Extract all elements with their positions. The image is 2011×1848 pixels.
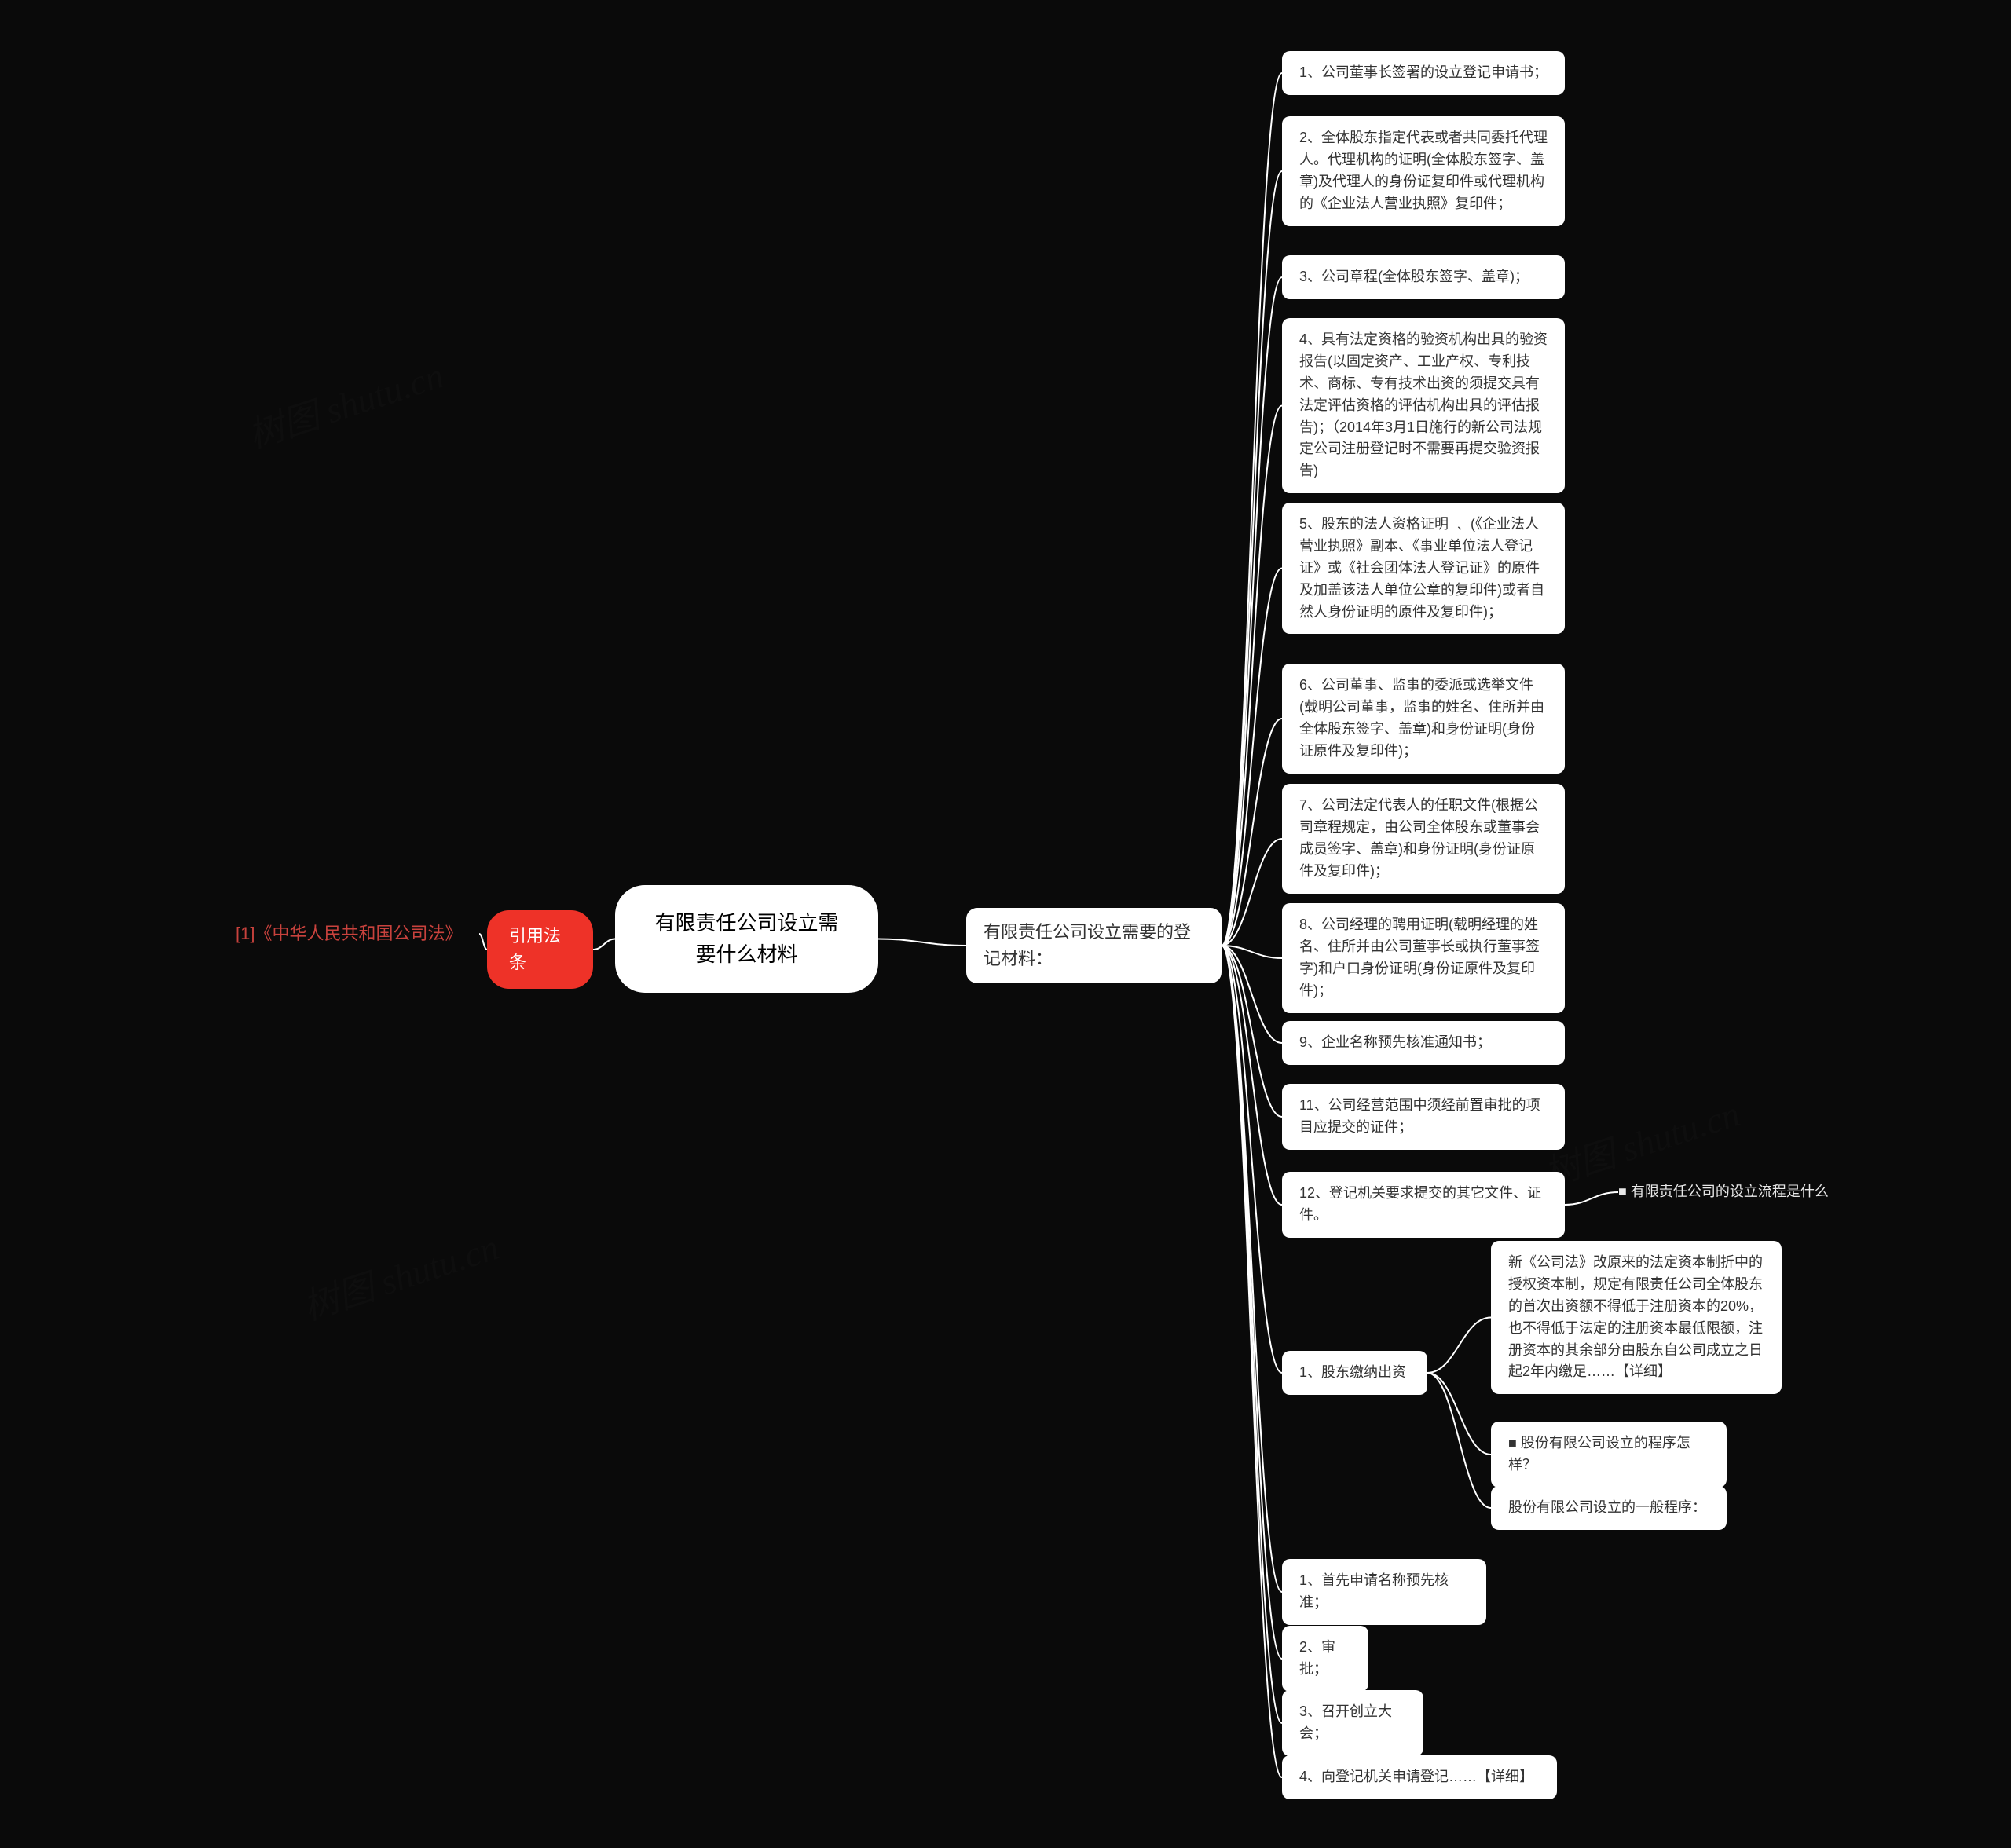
edge: [1222, 946, 1282, 1373]
edge: [1222, 171, 1282, 946]
node-item-12: 12、登记机关要求提交的其它文件、证件。: [1282, 1172, 1565, 1238]
node-joint-stock-procedure-q[interactable]: ■ 股份有限公司设立的程序怎样？: [1491, 1422, 1727, 1488]
edge: [1222, 719, 1282, 946]
mindmap-root: 有限责任公司设立需要什么材料: [615, 885, 878, 993]
node-step-4[interactable]: 4、向登记机关申请登记……【详细】: [1282, 1755, 1557, 1799]
watermark: 树图 shutu.cn: [240, 347, 449, 459]
node-step-1: 1、首先申请名称预先核准；: [1282, 1559, 1486, 1625]
edge: [1427, 1373, 1491, 1508]
node-law-citation: [1]《中华人民共和国公司法》: [236, 920, 479, 947]
node-item-7: 7、公司法定代表人的任职文件(根据公司章程规定，由公司全体股东或董事会成员签字、…: [1282, 784, 1565, 894]
node-item-2: 2、全体股东指定代表或者共同委托代理人。代理机构的证明(全体股东签字、盖章)及代…: [1282, 116, 1565, 226]
edge: [1222, 946, 1282, 958]
watermark: 树图 shutu.cn: [1537, 1085, 1745, 1198]
edge: [1222, 946, 1282, 1117]
edge: [1222, 73, 1282, 946]
edge: [593, 939, 615, 950]
edge: [1222, 946, 1282, 1205]
node-registration-materials: 有限责任公司设立需要的登记材料：: [966, 908, 1222, 983]
edge: [1427, 1373, 1491, 1455]
node-item-1: 1、公司董事长签署的设立登记申请书；: [1282, 51, 1565, 95]
edge: [1222, 946, 1282, 1723]
node-step-2: 2、审批；: [1282, 1626, 1368, 1692]
edge: [1565, 1192, 1618, 1205]
node-item-4: 4、具有法定资格的验资机构出具的验资报告(以固定资产、工业产权、专利技术、商标、…: [1282, 318, 1565, 493]
node-item-6: 6、公司董事、监事的委派或选举文件(载明公司董事，监事的姓名、住所并由全体股东签…: [1282, 664, 1565, 774]
edge: [1222, 946, 1282, 1777]
node-item-12-link[interactable]: ■ 有限责任公司的设立流程是什么: [1618, 1181, 1885, 1203]
watermark: 树图 shutu.cn: [295, 1219, 504, 1331]
node-item-11: 11、公司经营范围中须经前置审批的项目应提交的证件；: [1282, 1084, 1565, 1150]
edge: [1222, 839, 1282, 946]
node-item-5: 5、股东的法人资格证明 ﹑ (《企业法人营业执照》副本、《事业单位法人登记证》或…: [1282, 503, 1565, 634]
edge: [1222, 277, 1282, 946]
node-item-8: 8、公司经理的聘用证明(载明经理的姓名、住所并由公司董事长或执行董事签字)和户口…: [1282, 903, 1565, 1013]
edge: [1222, 946, 1282, 1043]
node-step-3: 3、召开创立大会；: [1282, 1690, 1423, 1756]
edge: [479, 934, 487, 950]
node-item-9: 9、企业名称预先核准通知书；: [1282, 1021, 1565, 1065]
edge: [1222, 406, 1282, 946]
edge: [878, 939, 966, 946]
node-shareholder-contribution: 1、股东缴纳出资: [1282, 1351, 1427, 1395]
node-joint-stock-procedure: 股份有限公司设立的一般程序：: [1491, 1486, 1727, 1530]
node-company-law-detail[interactable]: 新《公司法》改原来的法定资本制折中的授权资本制，规定有限责任公司全体股东的首次出…: [1491, 1241, 1782, 1394]
node-item-3: 3、公司章程(全体股东签字、盖章)；: [1282, 255, 1565, 299]
node-law-ref: 引用法条: [487, 910, 593, 989]
edge: [1222, 569, 1282, 946]
edge: [1222, 946, 1282, 1659]
edge: [1222, 946, 1282, 1592]
edge: [1427, 1318, 1491, 1374]
